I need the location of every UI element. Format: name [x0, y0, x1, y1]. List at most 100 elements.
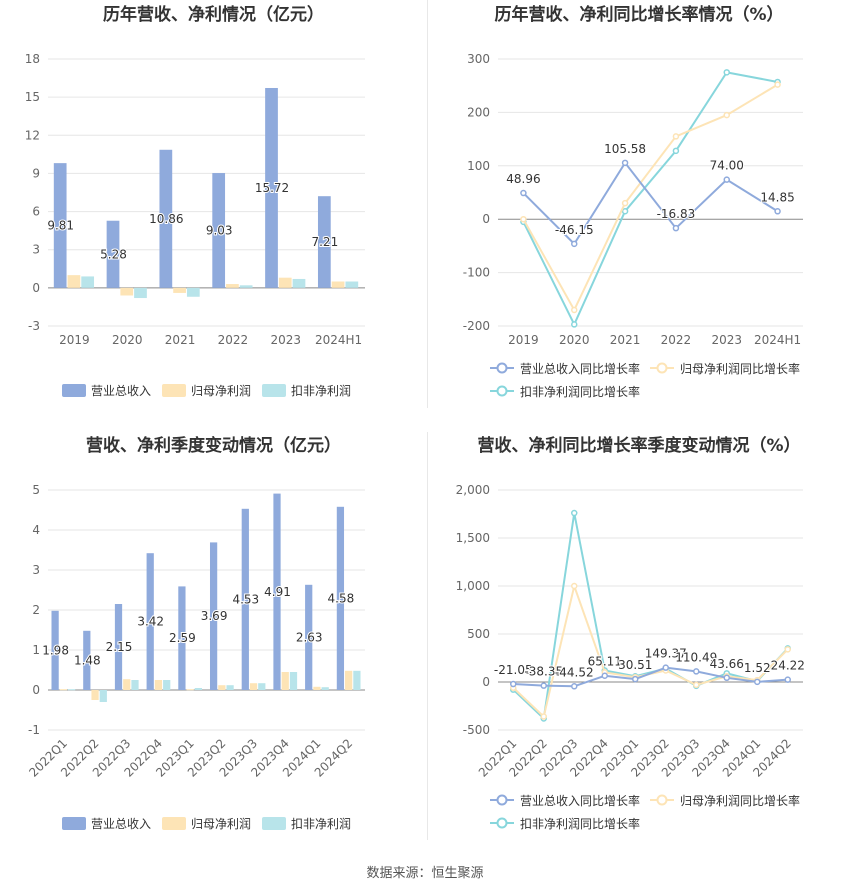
line-data-label: 149.37: [645, 647, 687, 661]
y-tick-label: 100: [467, 159, 490, 173]
bar-parent-net-profit: [313, 686, 321, 690]
y-tick-label: 200: [467, 105, 490, 119]
series-point: [662, 664, 669, 671]
bar-deducted-net-profit: [163, 680, 171, 690]
bar-data-label: 3.42: [137, 615, 164, 629]
bar-deducted-net-profit: [258, 683, 266, 690]
legend-label: 归母净利润: [191, 384, 251, 398]
series-point: [784, 646, 791, 653]
bar-deducted-net-profit: [134, 287, 147, 299]
bar-data-label: 5.28: [100, 247, 127, 261]
panel-divider-top: [427, 0, 428, 408]
bar-data-label: 2.15: [106, 640, 133, 654]
y-tick-label: 1,500: [456, 531, 490, 545]
bar-data-label: 1.98: [42, 643, 69, 657]
series-point: [774, 208, 781, 215]
y-tick-label: 1,000: [456, 579, 490, 593]
bar-parent-net-profit: [123, 679, 131, 690]
legend-label: 归母净利润同比增长率: [680, 361, 800, 376]
bar-data-label: 9.81: [47, 218, 74, 232]
legend-swatch-marker: [656, 362, 668, 374]
y-tick-label: 3: [32, 563, 40, 577]
y-tick-label: 500: [467, 627, 490, 641]
x-tick-label: 2020: [559, 333, 590, 347]
quarterly-revenue-profit-bar-chart: 营收、净利季度变动情况（亿元）543210-12022Q12022Q22022Q…: [26, 435, 365, 831]
y-tick-label: 0: [482, 675, 490, 689]
bar-parent-net-profit: [154, 680, 163, 690]
y-tick-label: -3: [28, 319, 40, 333]
series-line: [522, 161, 779, 246]
legend-swatch: [162, 817, 186, 830]
line-data-label: 48.96: [506, 172, 540, 186]
series-line: [512, 512, 789, 721]
line-data-label: 14.85: [760, 190, 794, 204]
y-tick-label: 2,000: [456, 483, 490, 497]
series-point: [621, 207, 629, 215]
series-point: [510, 680, 517, 688]
bar-revenue: [241, 508, 249, 690]
series-point: [520, 215, 527, 223]
line-data-label: 24.22: [771, 659, 805, 673]
line-data-label: 43.66: [710, 657, 744, 671]
y-tick-label: 18: [25, 52, 40, 66]
y-tick-label: 6: [32, 205, 40, 219]
bar-deducted-net-profit: [353, 670, 361, 690]
legend-swatch-marker: [496, 817, 508, 829]
bar-data-label: 2.59: [169, 631, 196, 645]
bar-data-label: 4.53: [232, 592, 259, 606]
legend-label: 扣非净利润同比增长率: [520, 384, 640, 399]
line-data-label: 1.52: [744, 661, 771, 675]
bar-revenue: [178, 586, 186, 690]
bar-parent-net-profit: [120, 287, 134, 296]
line-data-label: 74.00: [710, 159, 744, 173]
legend-swatch-marker: [656, 794, 668, 806]
series-point: [621, 159, 629, 167]
series-point: [571, 582, 578, 590]
series-point: [520, 189, 527, 197]
series-point: [672, 224, 680, 232]
legend-swatch-marker: [496, 385, 508, 397]
legend-swatch: [62, 384, 86, 397]
bar-parent-net-profit: [345, 670, 353, 690]
y-tick-label: -500: [463, 723, 490, 737]
bar-revenue: [305, 584, 313, 690]
y-tick-label: 5: [32, 483, 40, 497]
y-tick-label: 1: [32, 643, 40, 657]
bar-deducted-net-profit: [81, 276, 95, 288]
bar-revenue: [265, 87, 278, 288]
bar-parent-net-profit: [218, 685, 226, 690]
bar-deducted-net-profit: [67, 689, 76, 691]
y-tick-label: 15: [25, 90, 40, 104]
line-data-label: -38.35: [524, 665, 563, 679]
bar-parent-net-profit: [249, 683, 258, 690]
chart-title: 历年营收、净利同比增长率情况（%）: [494, 4, 783, 25]
x-tick-label: 2021: [610, 333, 641, 347]
bar-data-label: 1.48: [74, 653, 101, 667]
line-data-label: 65.11: [588, 655, 622, 669]
bar-data-label: 10.86: [149, 212, 183, 226]
x-tick-label: 2023: [711, 333, 742, 347]
bar-deducted-net-profit: [239, 285, 253, 288]
bar-data-label: 7.21: [311, 235, 338, 249]
series-point: [571, 509, 578, 517]
series-point: [723, 69, 730, 76]
legend-label: 营业总收入同比增长率: [520, 793, 640, 808]
x-tick-label: 2023: [270, 333, 301, 347]
bar-data-label: 2.63: [296, 630, 323, 644]
bar-data-label: 15.72: [255, 181, 289, 195]
line-data-label: 105.58: [604, 142, 646, 156]
bar-data-label: 3.69: [201, 609, 228, 623]
y-tick-label: 0: [32, 683, 40, 697]
line-data-label: 110.49: [675, 650, 717, 664]
series-line: [522, 71, 778, 327]
y-tick-label: 9: [32, 166, 40, 180]
y-tick-label: 0: [32, 281, 40, 295]
panel-divider-bottom: [427, 432, 428, 840]
legend-label: 营业总收入: [91, 384, 151, 398]
series-point: [540, 713, 547, 720]
line-data-label: -46.15: [555, 223, 594, 237]
series-point: [632, 675, 639, 683]
series-point: [540, 682, 547, 689]
line-data-label: 30.51: [618, 658, 652, 672]
